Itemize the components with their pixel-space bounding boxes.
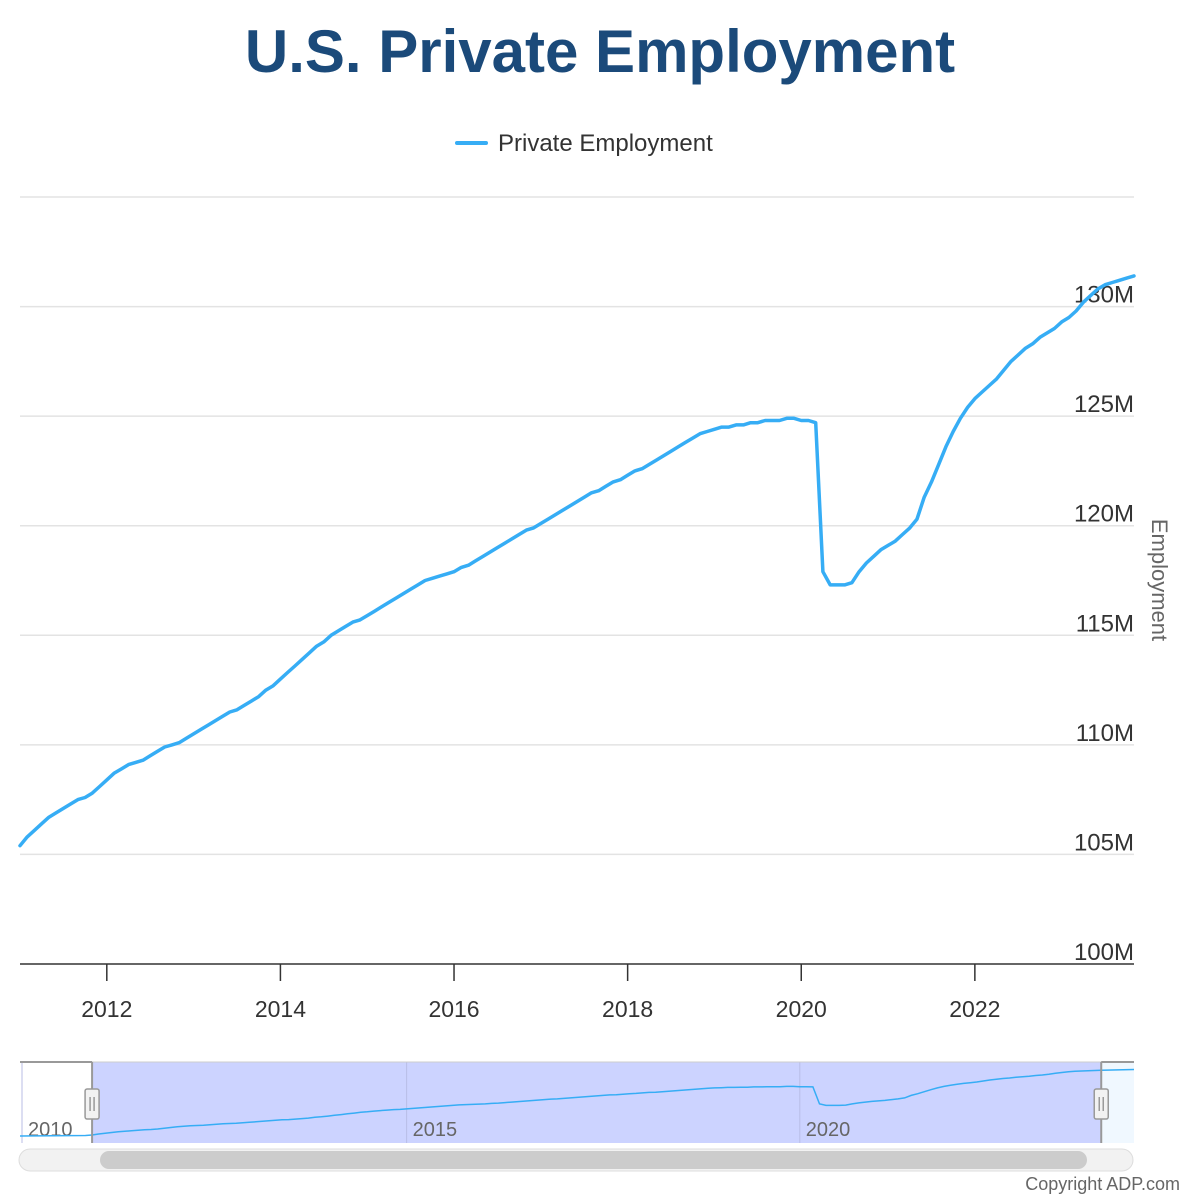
navigator-year-label: 2010	[28, 1119, 73, 1141]
y-tick-label: 100M	[1074, 939, 1134, 966]
navigator[interactable]: 2010 2015 2020	[19, 1061, 1135, 1143]
y-tick-label: 120M	[1074, 501, 1134, 528]
y-tick-label: 105M	[1074, 829, 1134, 856]
x-tick-label: 2018	[602, 996, 653, 1022]
scrollbar[interactable]	[18, 1148, 1134, 1172]
legend[interactable]: Private Employment	[455, 130, 713, 157]
navigator-year-label: 2020	[806, 1119, 851, 1141]
gridlines	[20, 196, 1134, 856]
y-tick-label: 125M	[1074, 391, 1134, 418]
navigator-handle-left[interactable]	[84, 1088, 100, 1120]
x-tick-label: 2022	[949, 996, 1000, 1022]
series-line-private-employment[interactable]	[18, 274, 1136, 848]
y-tick-label: 110M	[1076, 720, 1134, 747]
copyright-text: Copyright ADP.com	[1025, 1174, 1180, 1194]
navigator-handle-right[interactable]	[1093, 1088, 1109, 1120]
y-tick-label: 115M	[1076, 610, 1134, 637]
navigator-series-line	[19, 1068, 1135, 1137]
legend-label[interactable]: Private Employment	[498, 130, 713, 157]
x-tick-label: 2012	[81, 996, 132, 1022]
y-axis-label: Employment	[1147, 519, 1172, 641]
x-tick-label: 2016	[428, 996, 479, 1022]
chart-title: U.S. Private Employment	[245, 18, 955, 85]
x-tick-label: 2020	[776, 996, 827, 1022]
navigator-year-label: 2015	[413, 1119, 458, 1141]
x-tick-label: 2014	[255, 996, 306, 1022]
navigator-selected-range[interactable]	[92, 1062, 1102, 1143]
scrollbar-thumb[interactable]	[100, 1151, 1087, 1169]
x-axis: 2012 2014 2016 2018 2020 2022	[20, 963, 1134, 1022]
series-group	[18, 274, 1136, 848]
